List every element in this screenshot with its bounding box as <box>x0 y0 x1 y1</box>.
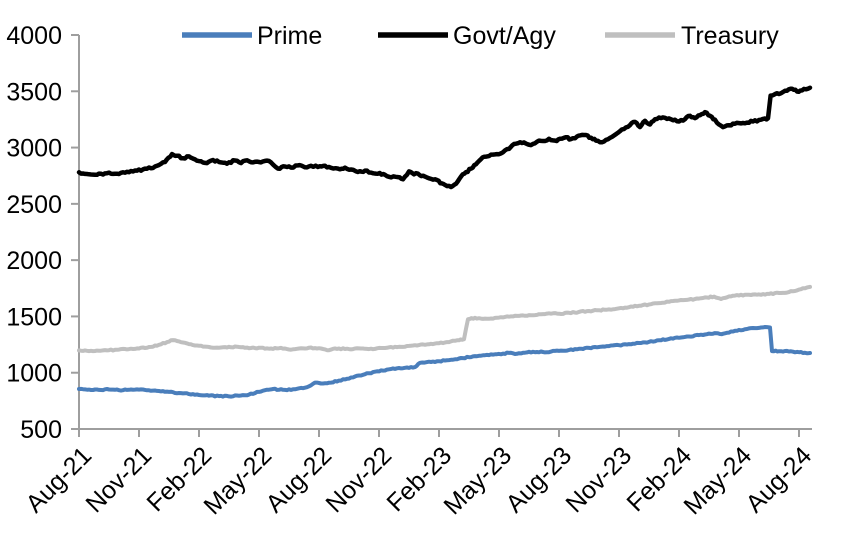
series-line-govt-agy <box>76 85 813 190</box>
series-line-prime <box>77 325 812 399</box>
legend-item-govt-agy: Govt/Agy <box>378 22 556 50</box>
x-axis-tick-label: Nov-22 <box>320 441 397 518</box>
series-line-treasury <box>77 284 812 354</box>
y-axis: 4000 3500 3000 2500 2000 1500 1000 500 <box>6 22 80 444</box>
x-axis: Aug-21Nov-21Feb-22May-22Aug-22Nov-22Feb-… <box>20 428 817 520</box>
series-lines <box>76 85 813 399</box>
y-axis-tick-label: 1500 <box>6 303 62 331</box>
x-axis-tick-label: Nov-21 <box>80 441 157 518</box>
x-axis-tick-label: Aug-24 <box>740 441 817 518</box>
y-axis-tick-label: 3500 <box>6 78 62 106</box>
x-axis-tick-label: May-23 <box>438 441 517 520</box>
y-axis-tick-label: 500 <box>20 416 62 444</box>
x-axis-tick-label: Aug-23 <box>500 441 577 518</box>
y-axis-tick-label: 4000 <box>6 22 62 50</box>
x-axis-tick-label: May-22 <box>198 441 277 520</box>
x-axis-tick-label: May-24 <box>678 441 757 520</box>
y-axis-tick-label: 2000 <box>6 247 62 275</box>
legend-label: Govt/Agy <box>453 22 556 50</box>
chart-legend: Prime Govt/Agy Treasury <box>182 22 779 50</box>
x-axis-tick-label: Aug-21 <box>20 441 97 518</box>
legend-item-treasury: Treasury <box>605 22 779 50</box>
legend-item-prime: Prime <box>182 22 322 50</box>
legend-label: Prime <box>257 22 322 50</box>
y-axis-tick-label: 3000 <box>6 135 62 163</box>
y-axis-tick-label: 1000 <box>6 360 62 388</box>
legend-label: Treasury <box>681 22 779 50</box>
x-axis-tick-label: Aug-22 <box>260 441 337 518</box>
y-axis-tick-label: 2500 <box>6 191 62 219</box>
x-axis-tick-label: Nov-23 <box>560 441 637 518</box>
